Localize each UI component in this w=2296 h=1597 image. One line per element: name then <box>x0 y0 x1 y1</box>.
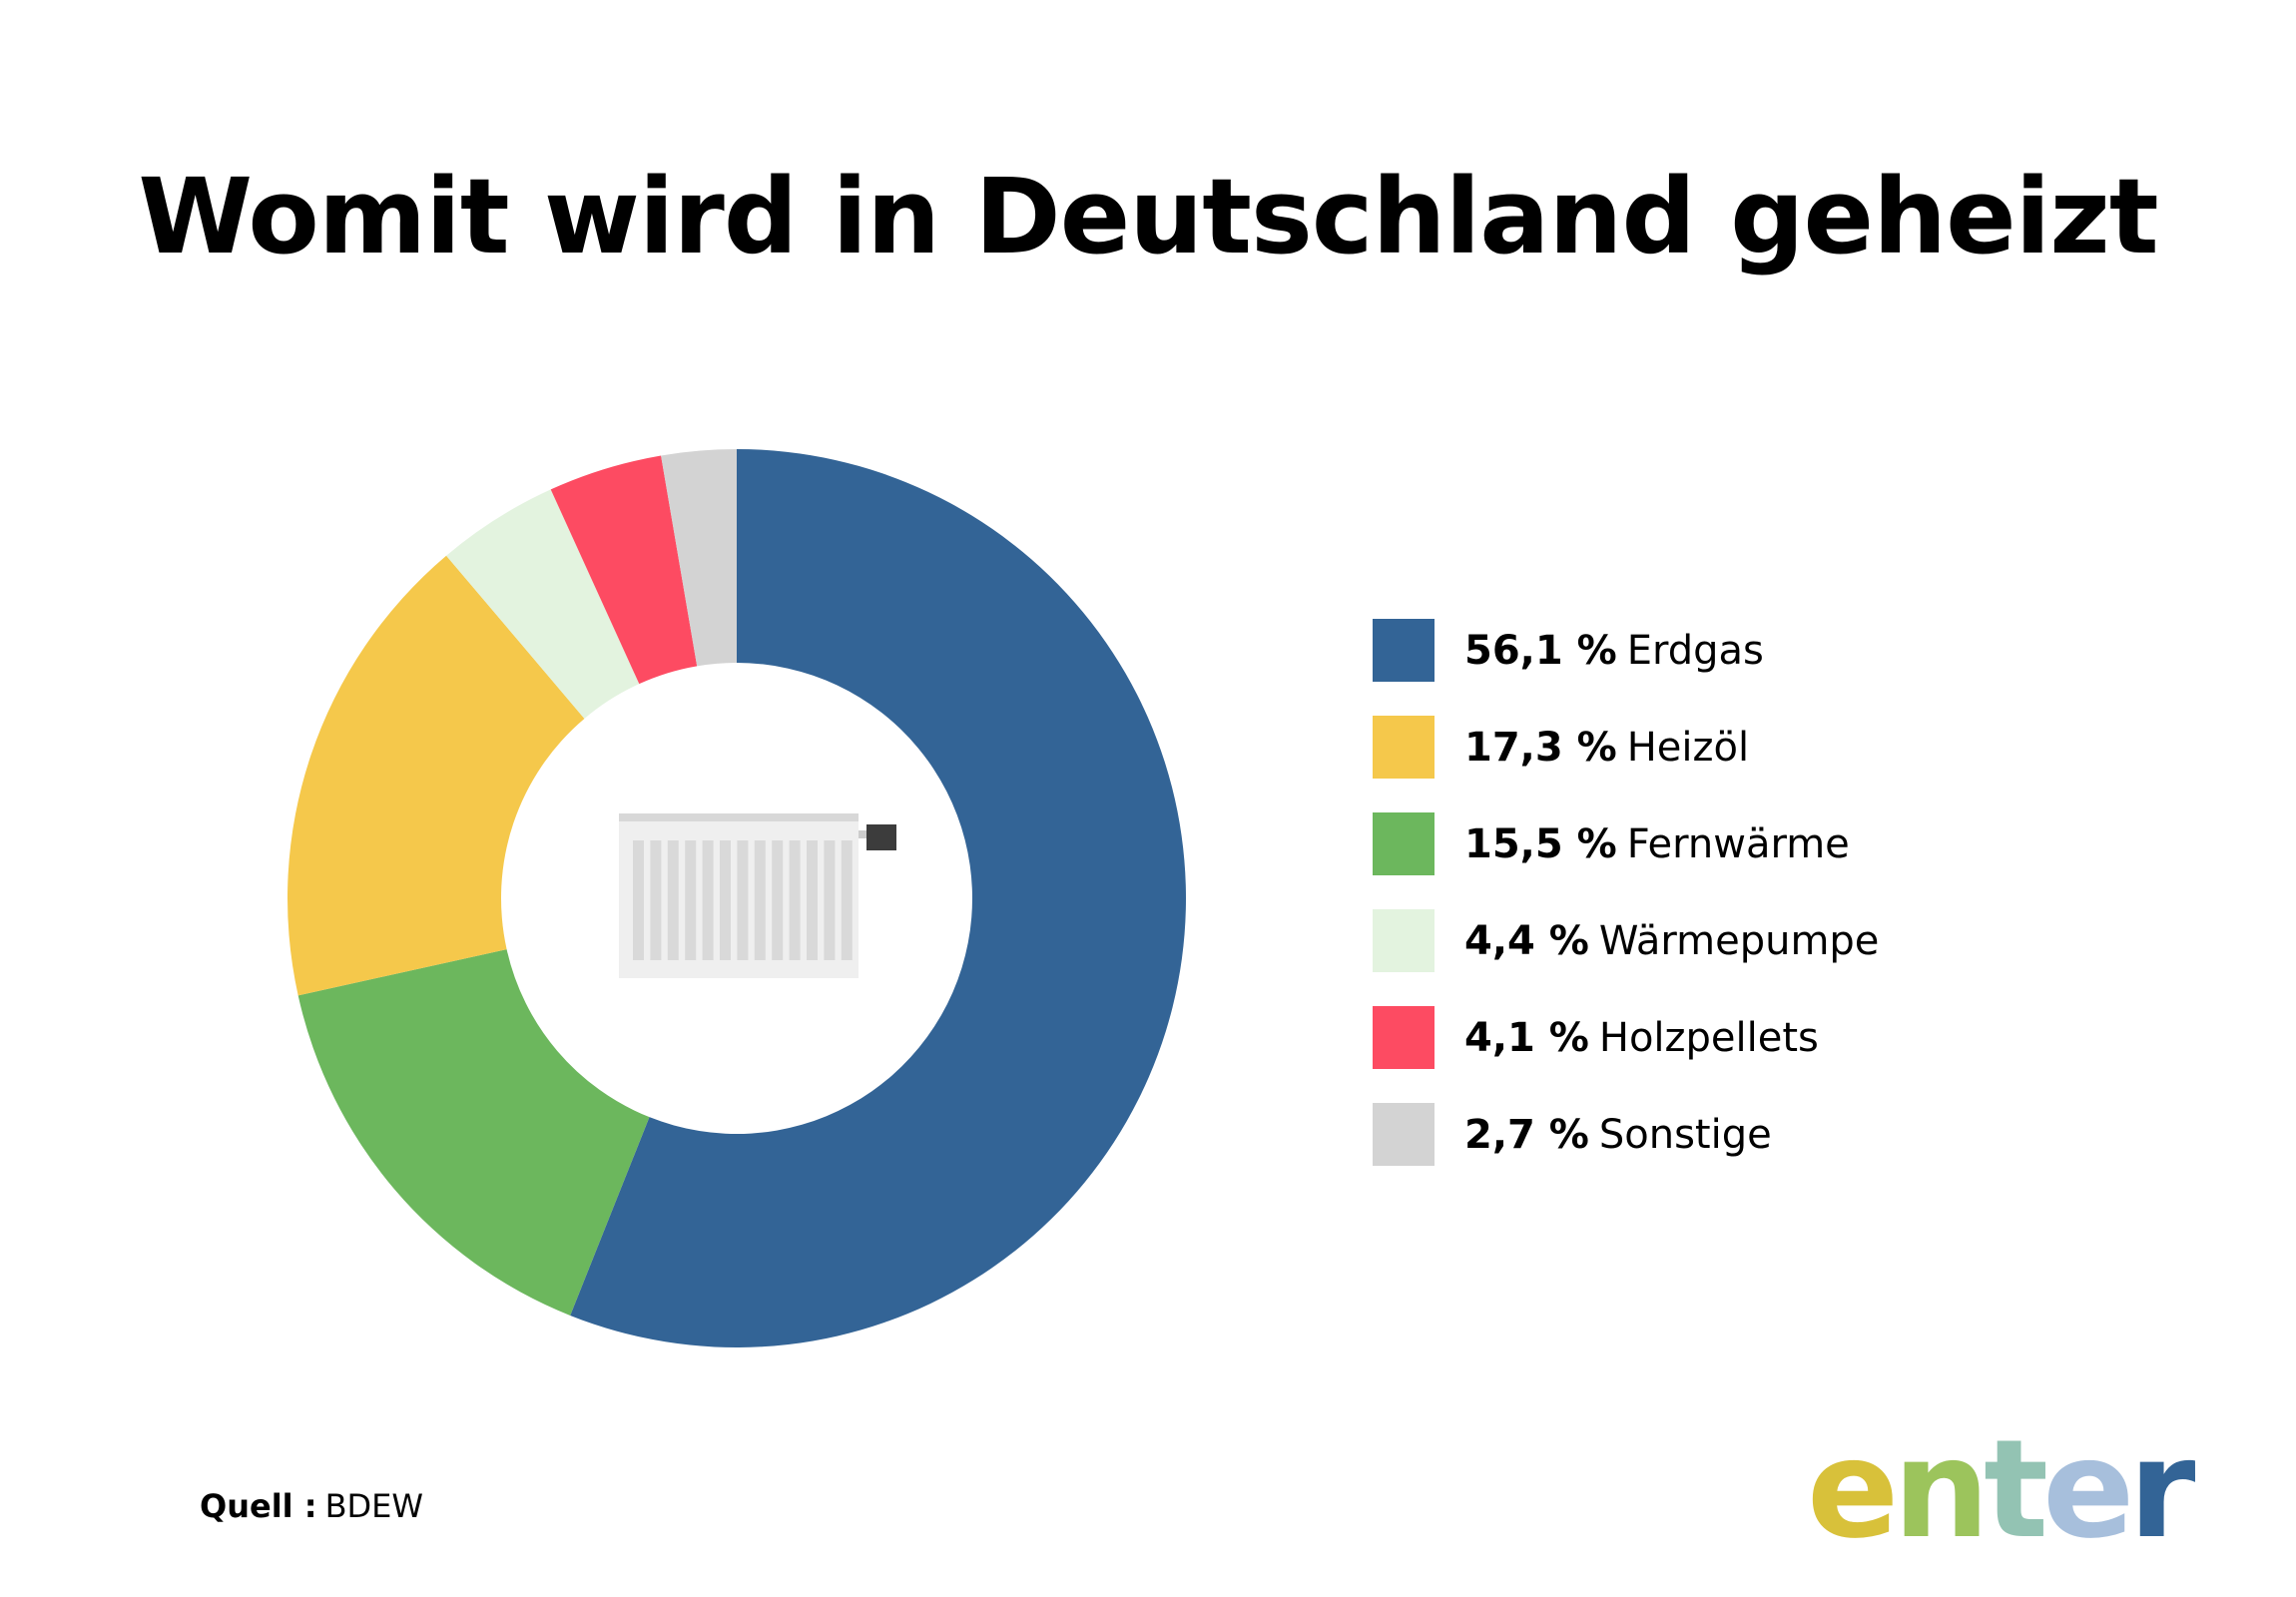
legend-item-waermepumpe: 4,4 % Wärmepumpe <box>1373 909 1879 972</box>
legend-swatch <box>1373 812 1435 875</box>
legend-item-heizoel: 17,3 % Heizöl <box>1373 716 1879 779</box>
logo-letter: n <box>1893 1411 1990 1569</box>
slice-wärmepumpe <box>446 489 640 719</box>
slice-holzpellets <box>550 455 698 685</box>
legend-label: Fernwärme <box>1626 820 1850 867</box>
legend-percent: 4,1 % <box>1464 1014 1589 1061</box>
slice-heizöl <box>287 555 585 996</box>
source-label: Quell : <box>200 1487 317 1525</box>
legend-swatch <box>1373 1006 1435 1069</box>
slice-erdgas <box>570 449 1186 1347</box>
legend-label: Heizöl <box>1626 724 1750 771</box>
legend-swatch <box>1373 909 1435 972</box>
legend-label: Holzpellets <box>1598 1014 1819 1061</box>
legend-percent: 2,7 % <box>1464 1111 1589 1158</box>
chart-title: Womit wird in Deutschland geheizt <box>138 156 2158 277</box>
legend-label: Sonstige <box>1598 1111 1772 1158</box>
legend-item-fernwaerme: 15,5 % Fernwärme <box>1373 812 1879 875</box>
donut-slices <box>287 449 1186 1347</box>
radiator-icon <box>619 813 896 978</box>
logo-letter: e <box>1807 1411 1899 1569</box>
legend-percent: 15,5 % <box>1464 820 1617 867</box>
logo-letter: e <box>2042 1411 2134 1569</box>
legend-percent: 4,4 % <box>1464 917 1589 964</box>
legend-swatch <box>1373 716 1435 779</box>
legend-percent: 56,1 % <box>1464 627 1617 674</box>
legend-item-erdgas: 56,1 % Erdgas <box>1373 619 1879 682</box>
legend-swatch <box>1373 1103 1435 1166</box>
legend-item-holzpellets: 4,1 % Holzpellets <box>1373 1006 1879 1069</box>
slice-sonstige <box>661 449 737 667</box>
legend-swatch <box>1373 619 1435 682</box>
source-note: Quell : BDEW <box>200 1487 423 1525</box>
legend-label: Wärmepumpe <box>1598 917 1880 964</box>
logo-letter: t <box>1984 1411 2048 1569</box>
legend-percent: 17,3 % <box>1464 724 1617 771</box>
logo-letter: r <box>2128 1411 2195 1569</box>
source-value: BDEW <box>324 1487 424 1525</box>
legend-label: Erdgas <box>1626 627 1764 674</box>
chart-legend: 56,1 % Erdgas 17,3 % Heizöl 15,5 % Fernwärm… <box>1373 619 1879 1166</box>
enter-logo: enter <box>1807 1422 2195 1558</box>
slice-fernwärme <box>297 949 650 1316</box>
legend-item-sonstige: 2,7 % Sonstige <box>1373 1103 1879 1166</box>
